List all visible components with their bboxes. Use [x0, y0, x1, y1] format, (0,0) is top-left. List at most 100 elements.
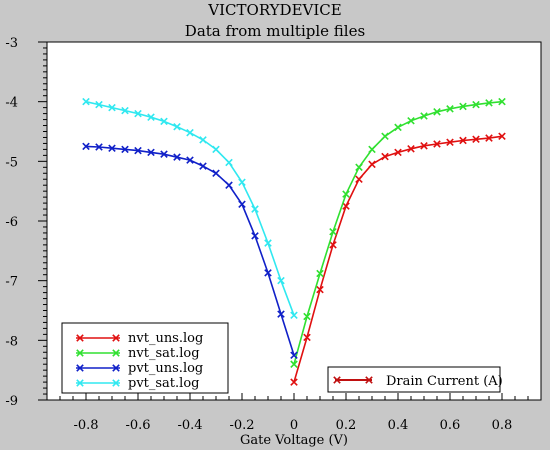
data-point: [264, 239, 272, 247]
chart-title: VICTORYDEVICE: [207, 1, 341, 19]
series-3: [82, 97, 298, 320]
data-point: [355, 163, 363, 172]
legend-marker: [112, 349, 120, 357]
legend-item: pvt_uns.log: [76, 361, 203, 376]
x-tick-label: -0.4: [177, 418, 202, 433]
marker-legend-marker: [365, 376, 373, 384]
data-point: [199, 162, 207, 170]
data-point: [394, 148, 402, 157]
data-point: [290, 351, 298, 360]
data-point: [498, 97, 506, 106]
data-point: [394, 123, 402, 132]
data-point: [108, 103, 116, 112]
data-point: [433, 140, 441, 148]
x-tick-label: -0.8: [73, 418, 98, 433]
data-point: [212, 145, 220, 154]
data-point: [498, 132, 506, 141]
data-point: [121, 145, 129, 154]
data-point: [303, 312, 311, 321]
data-point: [82, 142, 90, 151]
data-point: [316, 285, 324, 294]
data-point: [329, 227, 337, 236]
x-tick-label: 0.2: [336, 418, 357, 433]
data-point: [303, 333, 311, 342]
series-1: [290, 97, 506, 368]
data-point: [121, 106, 129, 115]
legend-label: nvt_sat.log: [128, 346, 200, 361]
data-point: [264, 269, 272, 277]
x-tick-label: -0.6: [125, 418, 150, 433]
data-point: [407, 116, 415, 125]
series-legend: nvt_uns.lognvt_sat.logpvt_uns.logpvt_sat…: [61, 322, 229, 394]
series-layer: [82, 97, 506, 386]
data-point: [199, 136, 207, 144]
data-point: [160, 150, 168, 158]
data-point: [277, 310, 285, 318]
data-point: [420, 142, 428, 150]
data-point: [186, 156, 194, 164]
data-point: [433, 108, 441, 116]
x-tick-label: 0: [290, 418, 298, 433]
data-point: [134, 109, 142, 118]
data-point: [95, 143, 103, 151]
y-tick-label: -3: [5, 36, 18, 51]
chart-subtitle: Data from multiple files: [185, 22, 365, 40]
legend-marker: [76, 334, 84, 342]
data-point: [225, 181, 233, 189]
data-point: [277, 276, 285, 285]
series-0: [290, 132, 506, 386]
legend-marker: [76, 349, 84, 357]
data-point: [290, 311, 298, 320]
data-point: [173, 122, 181, 131]
marker-legend-sample: [333, 376, 373, 384]
data-point: [342, 190, 350, 198]
data-point: [368, 160, 376, 169]
x-tick-label: -0.2: [229, 418, 254, 433]
legend-label: nvt_uns.log: [128, 331, 203, 346]
y-tick-label: -9: [5, 394, 18, 409]
data-point: [446, 105, 454, 113]
legend-item: pvt_sat.log: [76, 376, 199, 391]
data-point: [251, 205, 259, 213]
x-tick-label: 0.4: [388, 418, 409, 433]
data-point: [446, 138, 454, 147]
x-axis-label: Gate Voltage (V): [240, 433, 348, 448]
data-point: [290, 378, 298, 386]
y-tick-label: -7: [5, 275, 18, 290]
data-point: [134, 146, 142, 155]
legend-item: nvt_uns.log: [76, 331, 203, 346]
data-point: [160, 117, 168, 126]
data-point: [355, 175, 363, 183]
series-legend-box: [61, 322, 229, 394]
x-tick-label: 0.6: [440, 418, 461, 433]
data-point: [95, 100, 103, 109]
data-point: [420, 112, 428, 120]
data-point: [147, 148, 155, 157]
data-point: [173, 153, 181, 161]
data-point: [238, 178, 246, 186]
data-point: [368, 145, 376, 154]
y-tick-label: -8: [5, 334, 18, 349]
ticks-layer: -0.8 -0.6 -0.4 -0.2 0 0.2 0.4 0.6 0.8 -3 -4 -5 -6 -7 -…: [5, 36, 529, 433]
data-point: [290, 360, 298, 368]
legend-label: pvt_sat.log: [128, 376, 199, 391]
data-point: [251, 232, 259, 240]
data-point: [407, 145, 415, 153]
data-point: [381, 152, 389, 161]
series-2: [82, 142, 298, 360]
legend-marker: [112, 334, 120, 342]
data-point: [472, 100, 480, 109]
data-point: [212, 169, 220, 178]
data-point: [147, 113, 155, 121]
marker-legend-label: Drain Current (A): [386, 374, 503, 389]
y-tick-label: -4: [5, 96, 18, 111]
legend-marker: [76, 379, 84, 387]
marker-legend: Drain Current (A): [327, 366, 503, 393]
data-point: [342, 202, 350, 210]
data-point: [485, 134, 493, 142]
data-point: [316, 269, 324, 278]
legend-label: pvt_uns.log: [128, 361, 203, 376]
x-tick-label: 0.8: [492, 418, 513, 433]
